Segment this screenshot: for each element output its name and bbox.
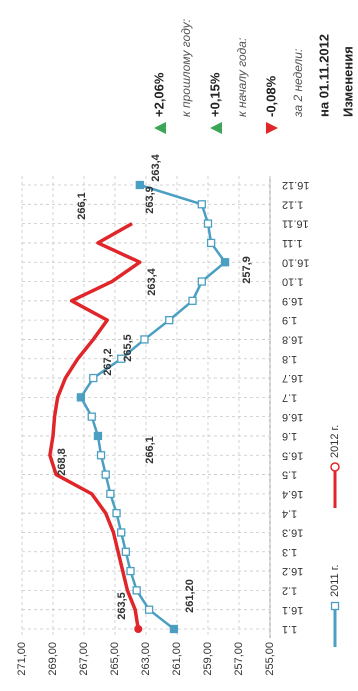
change-label: к началу года: [235,38,249,117]
y-tick-label: 257,00 [233,642,245,676]
marker [169,624,179,634]
x-tick-label: 1.7 [282,391,297,403]
x-tick-label: 1.5 [282,469,297,481]
up-arrow [154,122,166,134]
x-tick-label: 16.7 [282,372,303,384]
marker [144,605,154,614]
header-date: на 01.11.2012 [316,34,331,117]
change-value: +2,06% [151,72,166,117]
down-arrow [266,122,278,134]
marker [76,393,86,402]
change-value: +0,15% [207,72,222,117]
x-tick-label: 1.1 [282,623,297,635]
marker [135,180,144,190]
y-tick-label: 255,00 [264,642,276,676]
marker [197,277,206,286]
x-tick-label: 1.6 [282,430,297,442]
legend-label: 2012 г. [329,425,341,458]
x-tick-label: 16.11 [282,218,309,230]
x-tick-label: 16.5 [282,449,303,461]
x-tick-label: 1.12 [282,198,303,210]
marker [132,586,141,595]
x-tick-label: 1.3 [282,546,297,558]
marker [134,625,143,633]
data-label: 266,1 [144,436,156,464]
data-label: 261,20 [184,579,196,613]
data-label: 263,4 [150,153,162,181]
marker [96,451,106,460]
up-arrow [210,122,222,134]
y-tick-label: 271,00 [16,642,28,676]
marker [93,431,103,441]
legend-label: 2011 г. [329,565,341,597]
x-tick-label: 1.2 [282,584,297,596]
data-label: 265,5 [122,334,134,362]
x-tick-label: 1.8 [282,353,297,365]
marker [112,509,121,518]
data-label: 266,1 [76,192,88,220]
x-tick-label: 1.4 [282,507,297,519]
change-value: -0,08% [263,75,278,117]
marker [165,315,174,325]
y-tick-label: 265,00 [109,642,121,676]
x-tick-label: 1.11 [282,237,303,249]
x-tick-label: 16.1 [282,604,303,616]
data-label: 257,9 [241,256,253,284]
data-label: 263,4 [146,267,158,295]
y-tick-label: 263,00 [140,642,152,676]
marker [220,258,230,267]
marker [106,489,115,499]
data-label: 267,2 [102,348,114,376]
x-tick-label: 16.6 [282,411,303,423]
x-tick-label: 16.2 [282,565,303,577]
marker [188,296,197,305]
legend-marker [330,601,340,611]
marker [117,528,126,537]
header-title: Изменения [340,46,355,117]
y-tick-label: 269,00 [47,642,59,676]
marker [197,200,206,209]
x-tick-label: 16.9 [282,295,303,307]
change-label: к прошлому году: [179,19,193,117]
y-tick-label: 261,00 [171,642,183,676]
marker [101,470,110,479]
change-label: за 2 недели: [291,49,305,118]
x-tick-label: 16.4 [282,488,303,500]
x-tick-label: 16.10 [282,256,310,268]
data-label: 263,5 [116,592,128,620]
data-label: 268,8 [56,448,68,476]
legend-marker [330,462,340,472]
x-tick-label: 16.3 [282,527,303,539]
marker [126,566,135,576]
series-line [48,222,142,630]
series-line [79,183,227,630]
y-tick-label: 267,00 [78,642,90,676]
marker [203,219,213,228]
x-tick-label: 1.10 [282,276,303,288]
data-label: 263,9 [144,186,156,214]
marker [87,412,96,421]
marker [206,238,216,248]
marker [121,547,130,556]
marker [117,354,126,363]
y-tick-label: 259,00 [202,642,214,676]
marker [89,373,98,383]
x-tick-label: 16.12 [282,179,310,191]
x-tick-label: 1.9 [282,314,297,326]
x-tick-label: 16.8 [282,334,303,346]
marker [140,335,149,344]
